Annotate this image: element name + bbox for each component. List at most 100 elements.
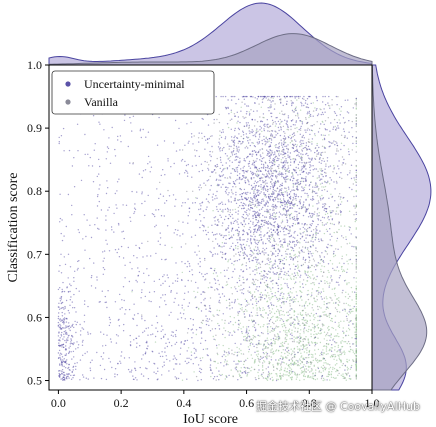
scatter-point (285, 338, 288, 341)
scatter-point (269, 199, 271, 201)
scatter-point (216, 375, 218, 378)
scatter-point (293, 341, 295, 343)
scatter-point (227, 126, 230, 129)
scatter-point (289, 309, 291, 311)
scatter-point (289, 299, 291, 301)
scatter-point (155, 224, 157, 226)
scatter-point (320, 327, 322, 330)
scatter-point (300, 372, 303, 374)
scatter-point (199, 184, 201, 186)
scatter-point (258, 377, 260, 380)
scatter-point (141, 289, 143, 291)
scatter-point (157, 240, 159, 242)
scatter-point (250, 184, 253, 187)
scatter-point (310, 335, 312, 338)
scatter-point (294, 124, 296, 126)
scatter-point (281, 219, 284, 221)
scatter-point (294, 219, 296, 221)
scatter-point (136, 191, 138, 193)
scatter-point (250, 172, 253, 174)
scatter-point (326, 157, 329, 159)
scatter-point (236, 230, 239, 232)
scatter-point (199, 357, 201, 359)
scatter-point (311, 216, 313, 218)
scatter-point (186, 350, 188, 352)
scatter-point (118, 224, 120, 226)
scatter-point (316, 144, 318, 147)
scatter-point (287, 232, 289, 235)
scatter-point (289, 218, 291, 220)
scatter-point (272, 193, 275, 195)
scatter-point (266, 342, 269, 344)
scatter-point (293, 351, 295, 353)
scatter-point (246, 357, 249, 360)
scatter-point (222, 222, 224, 224)
scatter-point (211, 255, 214, 257)
scatter-point (218, 344, 220, 346)
scatter-point (355, 123, 357, 125)
scatter-point (214, 233, 216, 236)
scatter-point (246, 213, 248, 216)
scatter-point (256, 261, 258, 263)
scatter-point (308, 261, 310, 263)
scatter-point (297, 267, 299, 269)
scatter-point (301, 180, 303, 182)
scatter-point (116, 190, 118, 192)
scatter-point (227, 277, 230, 280)
scatter-point (222, 209, 224, 211)
scatter-point (274, 295, 276, 297)
scatter-point (219, 143, 221, 145)
scatter-point (337, 204, 340, 207)
scatter-point (348, 324, 350, 326)
scatter-point (273, 200, 275, 202)
scatter-point (268, 372, 271, 374)
scatter-point (288, 136, 290, 139)
scatter-point (262, 214, 264, 217)
scatter-point (283, 293, 285, 295)
scatter-point (204, 148, 206, 150)
scatter-point (249, 113, 251, 115)
scatter-point (238, 226, 240, 229)
scatter-point (270, 139, 273, 141)
scatter-point (339, 275, 341, 277)
scatter-point (320, 108, 322, 111)
scatter-point (278, 258, 280, 261)
scatter-point (230, 109, 232, 112)
scatter-point (262, 163, 265, 166)
scatter-point (296, 346, 299, 348)
scatter-point (269, 105, 271, 108)
scatter-point (186, 362, 188, 365)
scatter-point (354, 103, 356, 105)
scatter-point (258, 204, 261, 206)
scatter-point (225, 242, 227, 244)
scatter-point (271, 205, 273, 207)
scatter-point (348, 377, 351, 380)
scatter-point (266, 352, 269, 355)
scatter-point (300, 249, 302, 252)
scatter-point (256, 121, 259, 123)
scatter-point (288, 236, 291, 238)
scatter-point (73, 157, 75, 159)
scatter-point (330, 374, 332, 376)
scatter-point (131, 130, 133, 132)
scatter-point (92, 115, 95, 117)
scatter-point (98, 121, 100, 123)
scatter-point (176, 280, 179, 282)
scatter-point (344, 163, 347, 165)
scatter-point (262, 152, 264, 154)
scatter-point (252, 217, 254, 220)
scatter-point (186, 266, 188, 268)
scatter-point (281, 184, 283, 187)
scatter-point (234, 198, 236, 200)
scatter-point (300, 356, 302, 358)
scatter-point (256, 158, 258, 160)
scatter-point (114, 148, 116, 151)
scatter-point (280, 292, 282, 295)
scatter-point (278, 336, 281, 339)
scatter-point (296, 234, 299, 236)
scatter-point (88, 165, 90, 167)
scatter-point (159, 237, 162, 239)
scatter-point (271, 342, 274, 345)
scatter-point (261, 157, 264, 160)
scatter-point (251, 294, 254, 296)
